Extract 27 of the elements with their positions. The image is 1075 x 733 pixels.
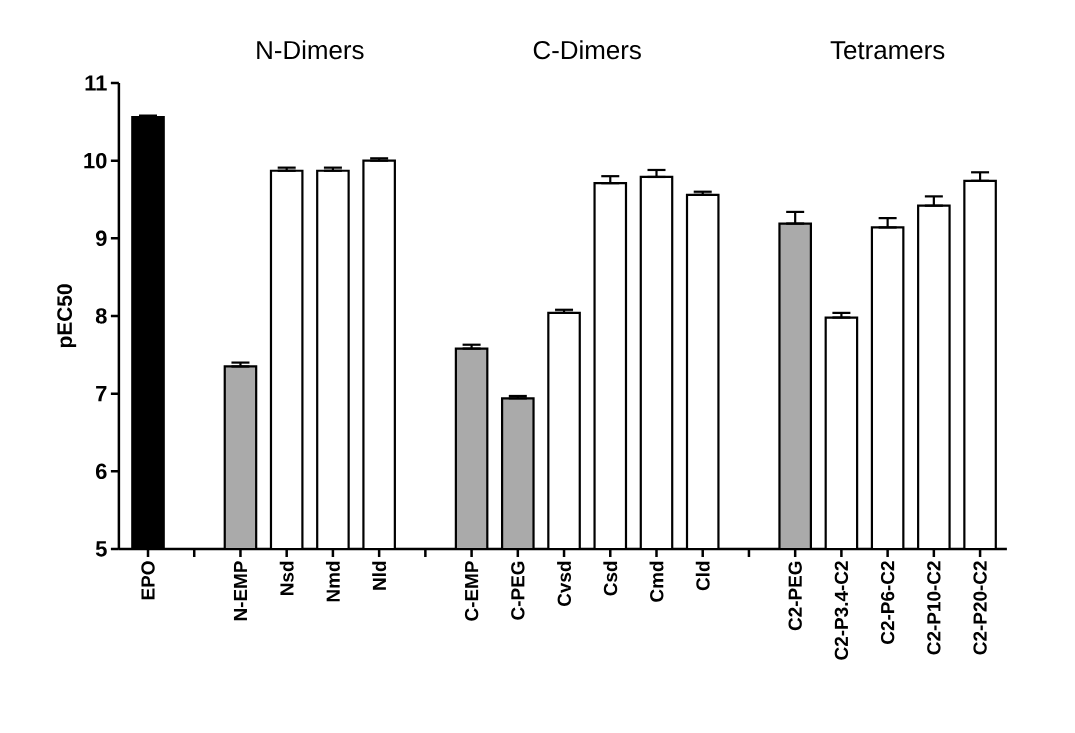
x-tick-label: Nmd (325, 561, 340, 602)
y-tick-label: 5 (95, 541, 107, 557)
x-tick-label: C-PEG (511, 561, 525, 620)
y-tick-label: 6 (95, 463, 107, 480)
x-tick-label: C2-P3.4-C2 (834, 561, 849, 660)
x-tick-label: C2-P6-C2 (880, 561, 895, 644)
text: Tetramers (830, 41, 945, 60)
y-axis-title: pEC50 (57, 284, 77, 348)
x-tick-label: C2-P20-C2 (973, 561, 987, 655)
x-tick-label: C-EMP (464, 561, 479, 621)
x-tick-label: Csd (603, 561, 618, 596)
text: C-Dimers (533, 40, 641, 60)
x-tick-label: Cmd (649, 561, 664, 602)
y-tick-label: 10 (84, 152, 107, 169)
x-tick-label: Nsd (279, 561, 294, 595)
x-tick-label: N-EMP (233, 561, 247, 621)
y-tick-label: 7 (96, 386, 107, 402)
y-tick-label: 8 (95, 308, 107, 324)
text: N-Dimers (257, 40, 364, 60)
y-tick-label: 11 (85, 75, 107, 91)
x-tick-label: Nld (372, 561, 387, 590)
x-tick-label: Cld (695, 561, 710, 591)
x-tick-label: Cvsd (557, 561, 571, 607)
y-tick-label: 9 (95, 230, 107, 247)
x-tick-label: EPO (141, 561, 155, 600)
x-tick-label: C2-PEG (788, 561, 802, 631)
x-tick-label: C2-P10-C2 (927, 561, 941, 655)
